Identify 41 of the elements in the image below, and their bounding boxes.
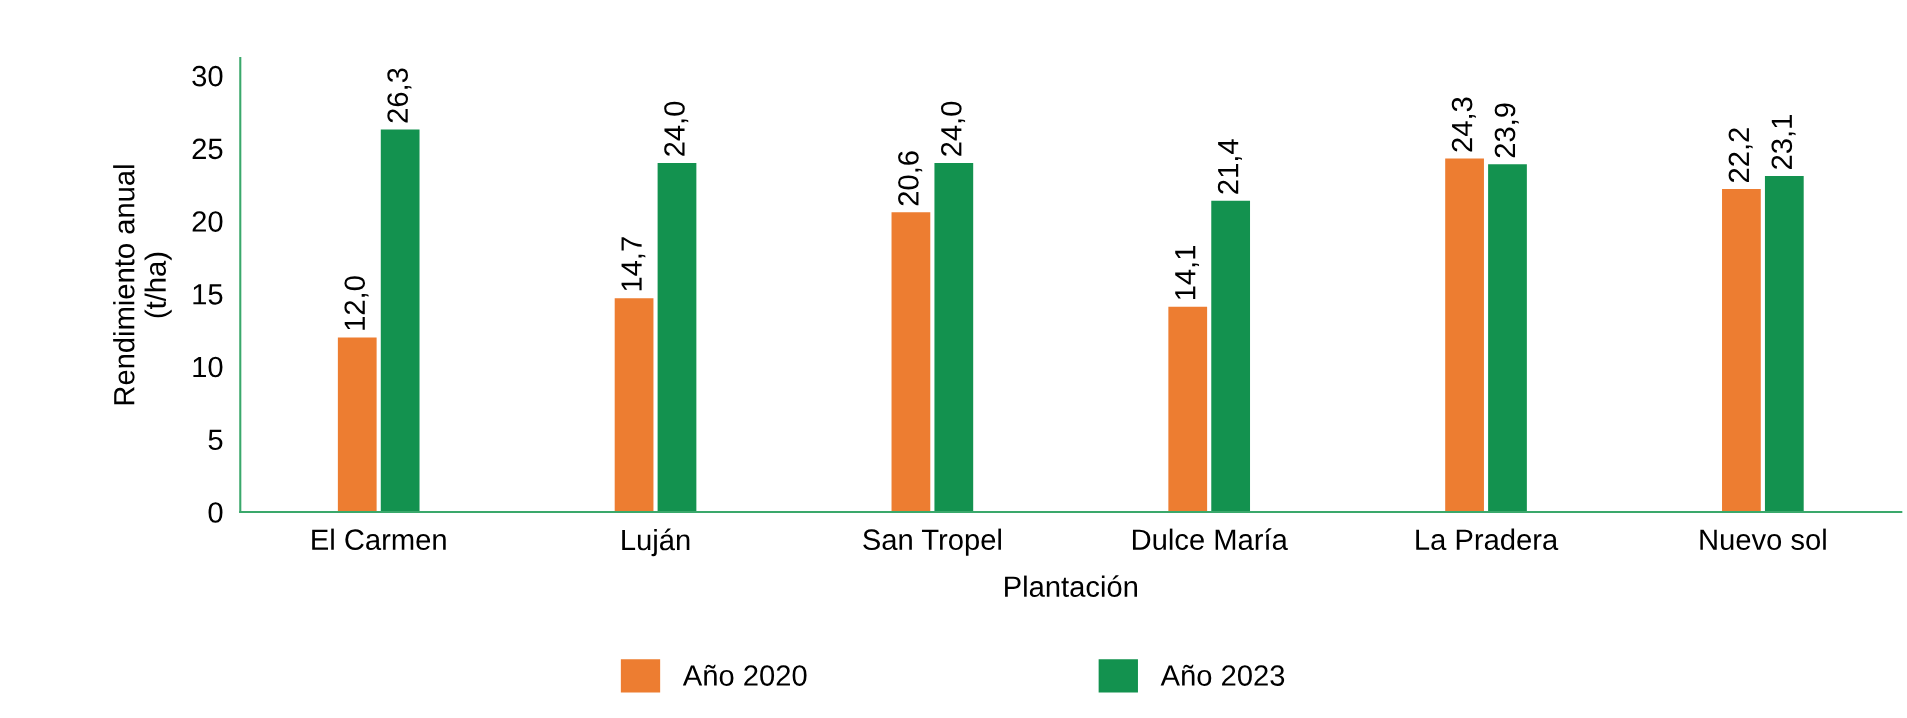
y-tick-label: 0 [208,502,223,523]
data-label: 14,1 [1175,245,1200,300]
x-tick-label: San Tropel [863,528,1001,556]
data-label: 12,0 [344,276,369,330]
y-tick-label: 30 [192,65,223,87]
x-tick-label: Luján [622,528,690,557]
data-label: 22,2 [1728,128,1753,183]
bar [1211,200,1251,512]
data-label: 23,1 [1771,115,1796,169]
y-tick-label: 15 [193,284,223,305]
bar [1722,189,1761,512]
data-label: 23,9 [1494,103,1519,158]
bar [337,337,377,512]
x-tick-label: La Pradera [1416,528,1559,551]
y-tick-label: 20 [192,211,223,232]
x-tick-label: Nuevo sol [1700,528,1826,551]
bar [614,298,654,512]
y-tick-label: 25 [192,138,223,160]
x-tick-label: El Carmen [312,528,446,551]
bar [657,162,697,512]
data-label: 24,0 [664,101,689,156]
bar [934,162,974,512]
bar [1488,164,1527,512]
data-label: 26,3 [387,68,412,123]
y-tick-label: 10 [193,356,223,378]
legend-label: Año 2023 [1160,664,1285,686]
y-tick-label: 5 [208,429,223,451]
data-label: 21,4 [1217,139,1242,194]
bar [1445,158,1484,512]
data-label: 14,7 [621,237,646,291]
bar [380,129,420,512]
x-axis-title: Plantación [1005,575,1137,597]
bar [1168,306,1208,512]
bar [1764,175,1804,512]
bar [891,212,931,512]
legend-label: Año 2020 [682,664,807,686]
x-tick-label: Dulce María [1132,528,1288,551]
y-axis-title: Rendimiento anual (t/ha) [113,165,172,405]
data-label: 20,6 [898,151,923,206]
data-label: 24,3 [1451,97,1476,152]
data-label: 24,0 [940,101,966,156]
